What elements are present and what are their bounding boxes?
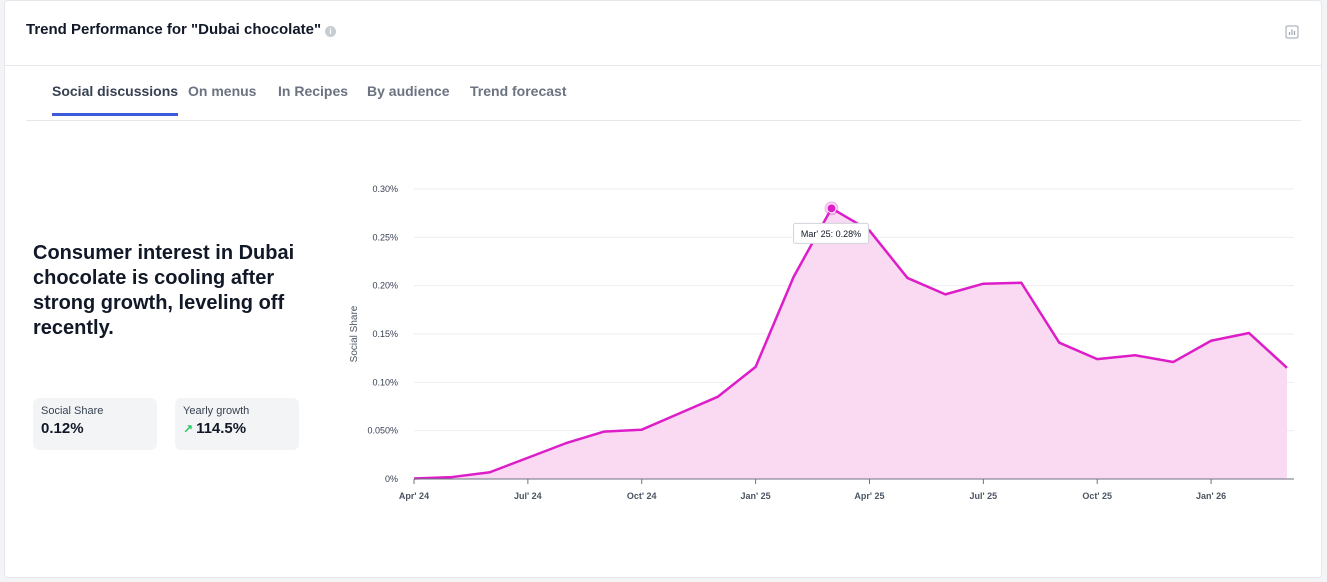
stat-value: 0.12%	[41, 420, 84, 437]
stat-label: Social Share	[41, 405, 104, 417]
stat-label: Yearly growth	[183, 405, 250, 417]
trend-performance-card: Trend Performance for "Dubai chocolate" …	[4, 0, 1322, 578]
tab-trend-forecast[interactable]: Trend forecast	[470, 83, 567, 99]
tooltip-box	[793, 222, 870, 244]
y-tick-label: 0.10%	[372, 377, 398, 387]
tab-bar: Social discussions On menus In Recipes B…	[26, 65, 1301, 121]
tab-in-recipes[interactable]: In Recipes	[278, 83, 349, 99]
x-tick-label: Jan' 25	[741, 491, 771, 501]
highlight-point	[826, 203, 837, 214]
yearly-growth-stat: Yearly growth ↗ 114.5%	[175, 398, 299, 450]
area-fill	[414, 208, 1287, 480]
x-tick-label: Oct' 24	[627, 491, 657, 501]
series-line	[413, 207, 1288, 480]
x-tick-label: Oct' 25	[1082, 491, 1112, 501]
card-title: Trend Performance for "Dubai chocolate"	[26, 21, 322, 38]
card-header: Trend Performance for "Dubai chocolate" …	[5, 1, 1321, 66]
stat-value-row: ↗ 114.5%	[183, 420, 291, 437]
x-tick-label: Apr' 24	[399, 491, 429, 501]
tab-by-audience[interactable]: By audience	[367, 83, 450, 99]
tab-social-discussions[interactable]: Social discussions	[52, 83, 179, 116]
y-tick-label: 0%	[385, 474, 398, 484]
x-tick-label: Jan' 26	[1196, 491, 1226, 501]
export-chart-icon[interactable]	[1285, 25, 1299, 39]
x-tick-label: Apr' 25	[854, 491, 884, 501]
y-tick-label: 0.25%	[372, 232, 398, 242]
y-tick-label: 0.30%	[372, 184, 398, 194]
info-icon[interactable]: i	[325, 26, 336, 37]
y-tick-label: 0.20%	[372, 281, 398, 291]
y-tick-label: 0.050%	[367, 426, 398, 436]
social-share-stat: Social Share 0.12%	[33, 398, 157, 450]
trending-up-icon: ↗	[183, 422, 194, 436]
stat-value: 114.5%	[196, 420, 247, 437]
x-tick-label: Jul' 24	[514, 491, 542, 501]
y-tick-label: 0.15%	[372, 329, 398, 339]
social-share-chart: 0% 0.050% 0.10% 0.15% 0.20% 0.25% 0.30% Social …	[349, 184, 1294, 501]
tooltip-text: Mar' 25: 0.28%	[801, 229, 861, 239]
insight-headline: Consumer interest in Dubai chocolate is …	[33, 242, 295, 339]
tab-on-menus[interactable]: On menus	[188, 83, 257, 99]
y-axis-label: Social Share	[349, 305, 360, 362]
x-tick-label: Jul' 25	[970, 491, 998, 501]
